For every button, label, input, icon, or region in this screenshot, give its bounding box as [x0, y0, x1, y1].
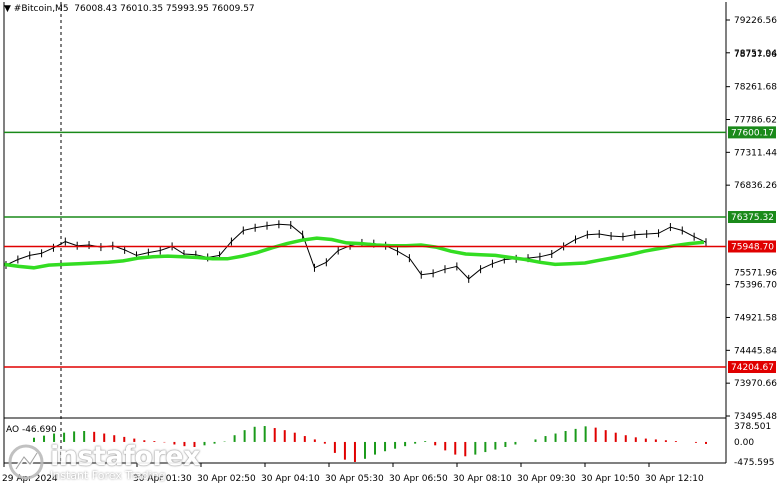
level-price-box: [728, 360, 776, 373]
moving-average-line: [3, 236, 705, 270]
price-tick-label: 74921.58: [734, 313, 777, 323]
price-tick-label: 75396.70: [734, 281, 777, 291]
time-tick-label: 30 Apr 05:30: [325, 474, 384, 484]
time-tick-label: 30 Apr 02:50: [197, 474, 256, 484]
level-price-label: 75948.70: [731, 242, 774, 252]
level-price-label: 76375.32: [731, 213, 774, 223]
time-tick-label: 30 Apr 08:10: [453, 474, 512, 484]
time-axis: 29 Apr 2024 30 Apr 01:30 30 Apr 02:50 30 Ap…: [2, 463, 704, 484]
level-price-label: 74204.67: [731, 363, 774, 373]
chart-title: ▼ #Bitcoin,M5 76008.43 76010.35 75993.95…: [4, 4, 255, 14]
instaforex-watermark: instaforex Instant Forex Trading: [6, 441, 201, 482]
watermark-brand: instaforex: [50, 441, 201, 472]
level-price-box: [728, 126, 776, 139]
time-tick-label: 30 Apr 12:10: [645, 474, 704, 484]
symbol-label: #Bitcoin,M5: [13, 4, 69, 14]
time-tick-label: 29 Apr 2024: [2, 474, 58, 484]
pane-borders: [3, 2, 727, 464]
price-tick-label: 73495.48: [734, 412, 777, 422]
ao-tick-label: 0.00: [734, 438, 754, 448]
level-price-box: [728, 240, 776, 253]
time-tick-label: 30 Apr 06:50: [389, 474, 448, 484]
ao-indicator-pane: [33, 426, 707, 462]
price-tick-label: 76836.26: [734, 181, 777, 191]
price-tick-label: 77786.62: [734, 115, 777, 125]
price-tick-label: 73970.66: [734, 379, 777, 389]
price-axis: 79226.56 78751.94 78261.68 77786.62 77311.44…: [726, 16, 777, 468]
dropdown-triangle-icon[interactable]: ▼: [4, 4, 14, 14]
ao-tick-label: 378.501: [734, 422, 771, 432]
level-lines[interactable]: 77600.17 76375.32 75948.70 74204.67: [4, 126, 776, 373]
time-tick-label: 30 Apr 01:30: [133, 474, 192, 484]
price-tick-label: 78261.68: [734, 83, 777, 93]
price-tick-label: 77311.44: [734, 148, 777, 158]
time-tick-label: 30 Apr 10:50: [581, 474, 640, 484]
time-tick-label: 30 Apr 09:30: [517, 474, 576, 484]
ohlc-readout: 76008.43 76010.35 75993.95 76009.57: [74, 4, 255, 14]
price-tick-label: 78751.94: [734, 49, 777, 59]
time-tick-label: 30 Apr 04:10: [261, 474, 320, 484]
instaforex-logo-icon: [8, 444, 44, 479]
price-tick-label: 79226.56: [734, 16, 777, 26]
watermark-tagline: Instant Forex Trading: [50, 469, 166, 482]
ao-tick-label: -475.595: [734, 458, 774, 468]
price-tick-label: 78737.06: [734, 50, 777, 60]
level-price-label: 77600.17: [731, 128, 774, 138]
price-tick-label: 74445.84: [734, 346, 777, 356]
price-tick-label: 75571.96: [734, 269, 777, 279]
level-price-box: [728, 211, 776, 224]
ao-indicator-label: AO -46.690: [6, 425, 57, 435]
